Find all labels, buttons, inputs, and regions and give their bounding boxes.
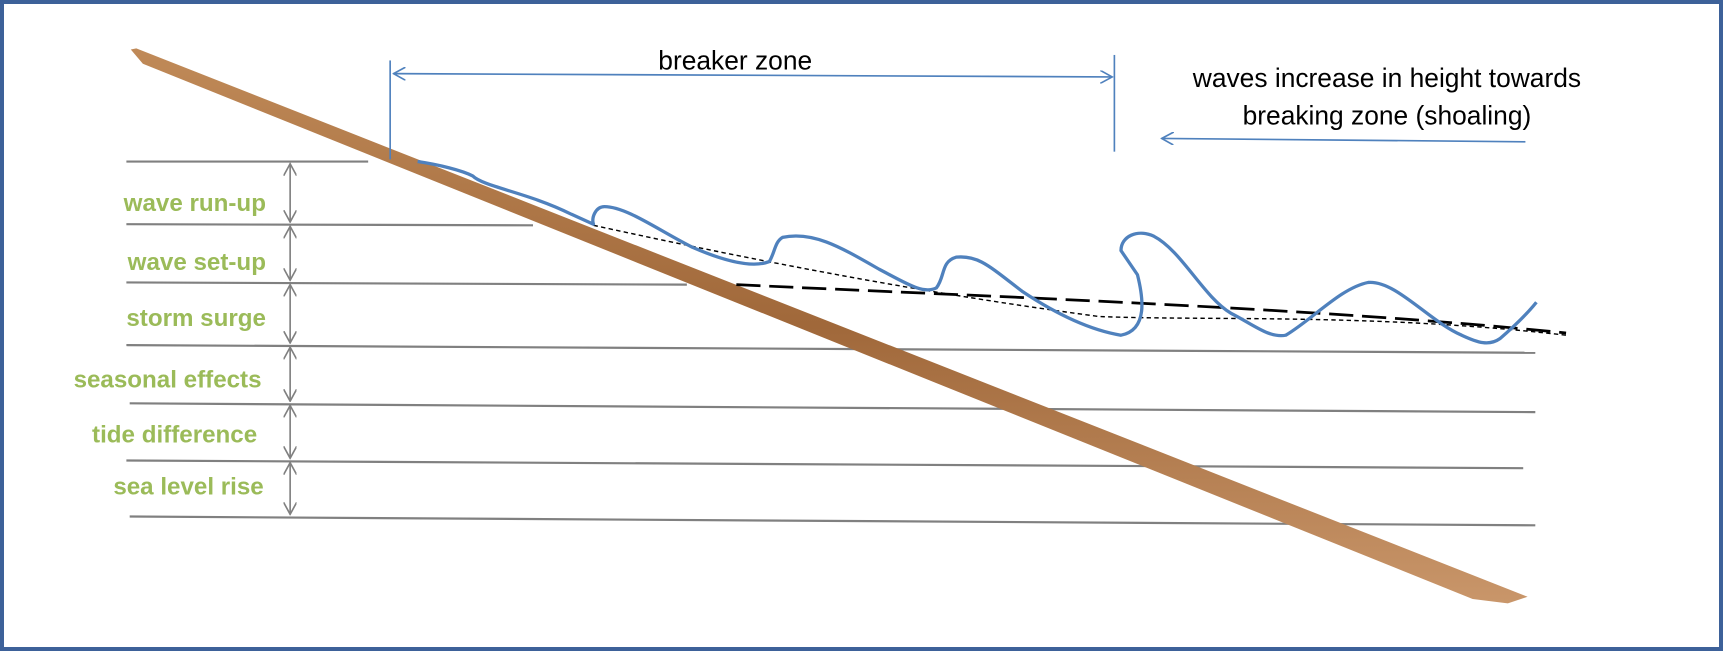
diagram: breaker zone waves increase in height to… — [0, 0, 1723, 651]
level-label: wave run-up — [123, 190, 266, 217]
note-line: waves increase in height towards — [1192, 63, 1581, 93]
breaker-label: breaker zone — [658, 46, 812, 76]
note-line: breaking zone (shoaling) — [1243, 101, 1532, 131]
level-label: storm surge — [126, 305, 266, 332]
level-label: seasonal effects — [74, 367, 262, 394]
level-label: tide difference — [92, 422, 257, 449]
level-label: sea level rise — [113, 473, 263, 500]
level-label: wave set-up — [127, 249, 266, 276]
